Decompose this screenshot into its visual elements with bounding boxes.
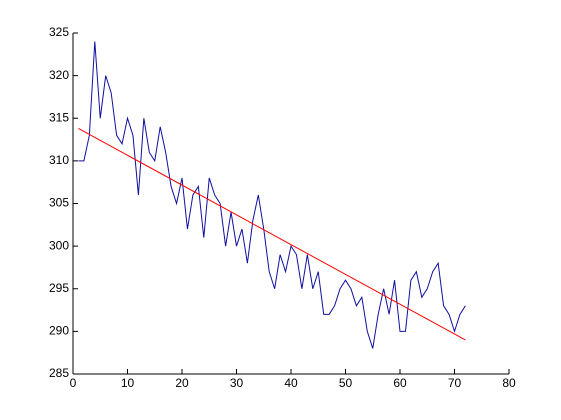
y-tick-label: 315 [49, 110, 69, 124]
y-tick-label: 295 [49, 281, 69, 295]
y-tick-label: 285 [49, 366, 69, 380]
x-tick-label: 70 [448, 376, 462, 390]
series-line [78, 41, 466, 349]
y-tick-label: 300 [49, 238, 69, 252]
x-tick-label: 0 [70, 376, 77, 390]
x-tick-label: 50 [339, 376, 353, 390]
x-tick-label: 20 [175, 376, 189, 390]
y-tick-label: 320 [49, 68, 69, 82]
y-tick-label: 305 [49, 196, 69, 210]
y-tick-label: 325 [49, 25, 69, 39]
y-tick-label: 290 [49, 324, 69, 338]
x-tick-label: 60 [393, 376, 407, 390]
series-line [78, 128, 466, 341]
y-tick-label: 310 [49, 153, 69, 167]
x-tick-label: 10 [121, 376, 135, 390]
x-tick-label: 30 [230, 376, 244, 390]
x-tick-label: 40 [284, 376, 298, 390]
x-tick-label: 80 [502, 376, 516, 390]
